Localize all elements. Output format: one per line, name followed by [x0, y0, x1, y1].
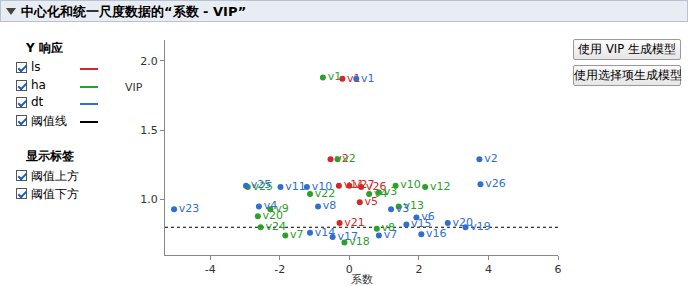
svg-text:v14: v14 — [315, 226, 336, 239]
svg-text:v26: v26 — [485, 177, 506, 190]
html-text:dt: dt — [31, 95, 44, 109]
svg-text:v26: v26 — [366, 180, 387, 193]
svg-text:v12: v12 — [430, 180, 451, 193]
svg-text:v24: v24 — [265, 220, 286, 233]
svg-text:v8: v8 — [382, 221, 396, 234]
svg-text:v18: v18 — [349, 235, 370, 248]
html-text:中心化和统一尺度数据的“系数 - VIP”: 中心化和统一尺度数据的“系数 - VIP” — [21, 4, 247, 19]
svg-text:v23: v23 — [179, 202, 200, 215]
svg-text:v1: v1 — [328, 70, 342, 83]
html-text:显示标签: 显示标签 — [26, 149, 74, 163]
svg-text:v11: v11 — [285, 180, 306, 193]
svg-text:v10: v10 — [400, 178, 421, 191]
html-text:ha: ha — [31, 77, 46, 92]
svg-text:v2: v2 — [484, 152, 498, 165]
svg-text:v3: v3 — [396, 202, 410, 215]
svg-text:v3: v3 — [384, 185, 398, 198]
svg-text:v16: v16 — [426, 227, 447, 240]
svg-text:4: 4 — [485, 263, 492, 276]
html-text:阈值下方: 阈值下方 — [31, 186, 79, 201]
svg-text:v1: v1 — [347, 72, 361, 85]
svg-text:v10: v10 — [312, 180, 333, 193]
svg-text:v11: v11 — [344, 178, 365, 191]
svg-text:1.5: 1.5 — [140, 124, 158, 137]
svg-text:v2: v2 — [342, 152, 356, 165]
svg-text:v25: v25 — [253, 180, 274, 193]
svg-text:0: 0 — [346, 263, 353, 276]
svg-text:v20: v20 — [453, 216, 474, 229]
svg-text:1.0: 1.0 — [140, 193, 158, 206]
html-text:使用选择项生成模型: 使用选择项生成模型 — [574, 68, 682, 82]
svg-text:v15: v15 — [411, 217, 432, 230]
svg-text:v20: v20 — [263, 209, 284, 222]
svg-text:v21: v21 — [344, 216, 365, 229]
svg-text:6: 6 — [555, 263, 562, 276]
svg-text:v9: v9 — [275, 202, 289, 215]
svg-text:v17: v17 — [337, 230, 358, 243]
svg-text:v5: v5 — [365, 195, 379, 208]
svg-text:v4: v4 — [264, 199, 278, 212]
svg-text:-2: -2 — [274, 263, 285, 276]
svg-text:v1: v1 — [361, 72, 375, 85]
svg-text:2: 2 — [415, 263, 422, 276]
svg-text:v22: v22 — [315, 187, 336, 200]
svg-text:系数: 系数 — [351, 273, 373, 286]
svg-text:VIP: VIP — [125, 81, 143, 94]
svg-text:v13: v13 — [403, 199, 424, 212]
svg-text:v2: v2 — [335, 152, 349, 165]
html-text:ls: ls — [31, 60, 41, 74]
svg-text:v7: v7 — [290, 228, 304, 241]
svg-text:v6: v6 — [421, 210, 435, 223]
svg-text:2.0: 2.0 — [140, 55, 158, 68]
html-text:阈值线: 阈值线 — [31, 113, 67, 128]
html-text:阈值上方: 阈值上方 — [31, 169, 79, 183]
svg-text:v19: v19 — [470, 220, 491, 233]
svg-text:-4: -4 — [205, 263, 216, 276]
svg-text:v27: v27 — [354, 178, 375, 191]
svg-text:v7: v7 — [384, 228, 398, 241]
html-text:使用 VIP 生成模型: 使用 VIP 生成模型 — [578, 42, 676, 56]
svg-text:v4: v4 — [374, 187, 388, 200]
html-text:Y 响应: Y 响应 — [26, 41, 63, 55]
svg-text:v25: v25 — [251, 178, 272, 191]
svg-text:v8: v8 — [323, 199, 337, 212]
